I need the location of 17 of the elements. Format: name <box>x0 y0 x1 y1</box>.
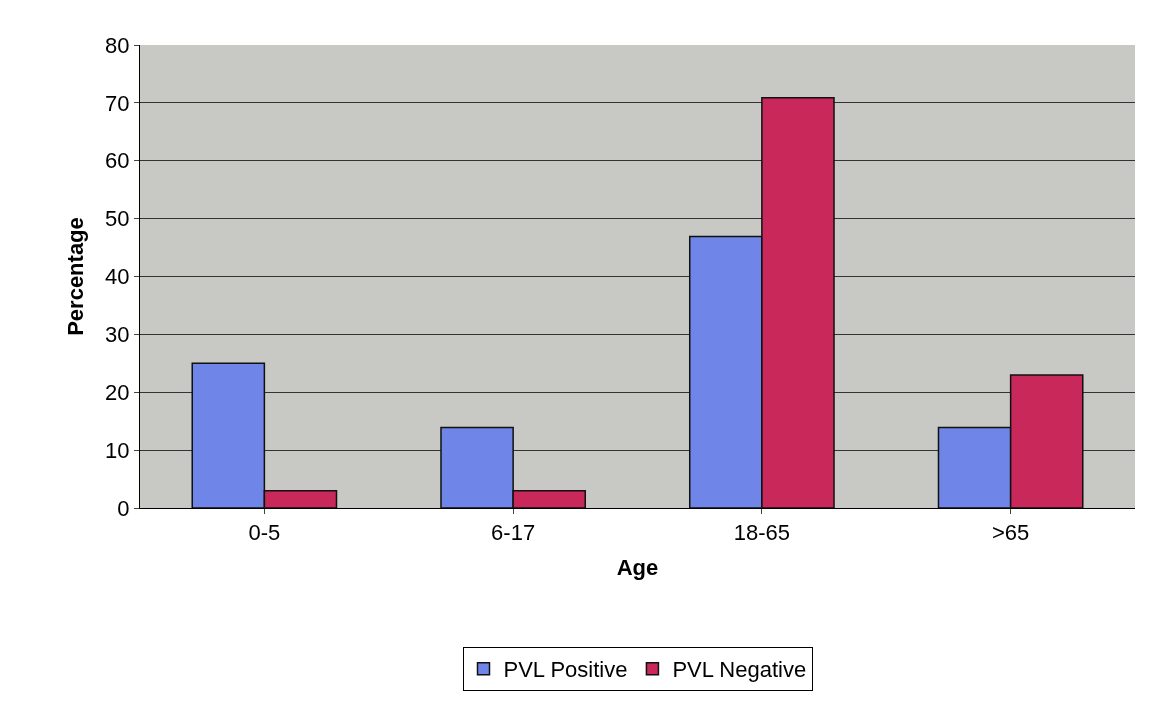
legend-label: PVL Negative <box>672 657 807 683</box>
x-tick-label: >65 <box>991 520 1030 546</box>
y-tick-label: 50 <box>105 206 130 232</box>
y-axis-title: Percentage <box>62 217 88 336</box>
y-tick-label: 10 <box>105 437 130 463</box>
x-axis-title: Age <box>616 555 659 581</box>
y-tick-label: 40 <box>105 264 130 290</box>
x-tick-label: 6-17 <box>491 520 536 546</box>
y-tick-label: 80 <box>105 32 130 58</box>
y-tick-label: 20 <box>105 379 130 405</box>
y-tick-label: 60 <box>105 148 130 174</box>
y-tick-label: 0 <box>117 495 130 521</box>
y-tick-label: 30 <box>105 322 130 348</box>
y-tick-label: 70 <box>105 90 130 116</box>
x-tick-label: 0-5 <box>248 520 281 546</box>
x-tick-label: 18-65 <box>733 520 791 546</box>
legend-label: PVL Positive <box>503 657 628 683</box>
